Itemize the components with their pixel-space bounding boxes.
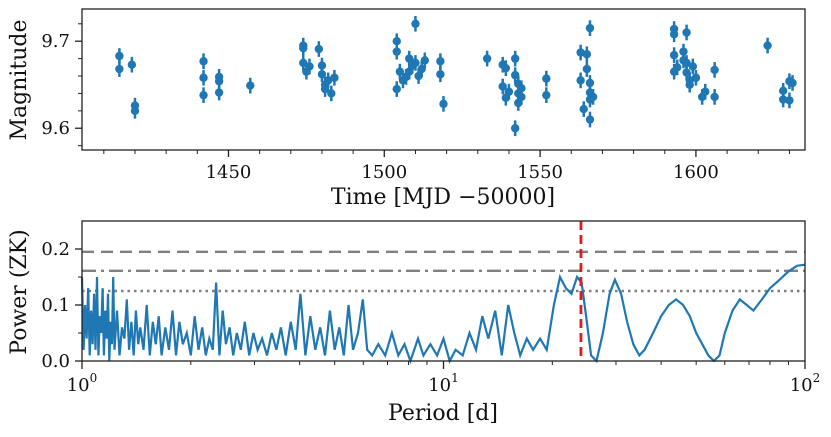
data-point	[588, 92, 598, 102]
data-point	[504, 87, 514, 96]
x-tick-label: 1500	[361, 162, 407, 183]
data-point	[710, 92, 719, 102]
data-point	[411, 58, 420, 68]
data-point	[214, 88, 224, 97]
data-point	[130, 106, 140, 116]
data-point	[115, 51, 124, 61]
x-tick-label: 100	[67, 371, 98, 396]
data-point	[199, 90, 208, 100]
data-point	[392, 37, 401, 46]
data-point	[691, 73, 701, 82]
periodogram-xlabel: Period [d]	[388, 401, 498, 426]
data-point	[669, 50, 679, 60]
data-point	[115, 64, 124, 74]
data-point	[305, 62, 314, 71]
data-point	[314, 44, 324, 54]
data-point	[214, 77, 224, 86]
data-point	[317, 61, 327, 70]
data-point	[411, 19, 420, 28]
data-point	[682, 58, 691, 68]
data-point	[482, 54, 492, 63]
data-point	[582, 64, 592, 74]
periodogram-ylabel: Power (ZK)	[7, 229, 32, 354]
x-tick-label: 1450	[206, 162, 252, 183]
data-point	[788, 78, 797, 88]
data-point	[682, 28, 691, 37]
data-point	[199, 57, 208, 66]
data-point	[679, 47, 688, 56]
data-point	[392, 84, 401, 94]
data-point	[439, 99, 448, 109]
x-tick-exponent: 2	[813, 371, 821, 385]
lightcurve-points	[115, 15, 797, 137]
lightcurve-xlabel: Time [MJD −50000]	[331, 185, 555, 210]
data-point	[436, 70, 445, 79]
lightcurve-ylabel: Magnitude	[7, 19, 32, 140]
y-tick-label: 9.6	[41, 118, 70, 139]
data-point	[585, 78, 595, 88]
lightcurve-frame	[81, 8, 806, 151]
data-point	[510, 54, 520, 63]
x-tick-label: 1550	[517, 162, 563, 183]
data-point	[685, 80, 694, 89]
data-point	[576, 76, 585, 85]
y-tick-label: 0.2	[41, 239, 70, 260]
data-point	[246, 81, 255, 90]
data-point	[436, 57, 445, 66]
data-point	[585, 23, 595, 33]
data-point	[498, 82, 507, 91]
data-point	[420, 56, 430, 65]
data-point	[127, 60, 137, 69]
lightcurve-panel: 1450 1500 1550 1600 9.6 9.7 Time [MJD −50000]…	[7, 8, 806, 210]
data-point	[199, 73, 208, 82]
data-point	[688, 62, 698, 71]
periodogram-line	[80, 263, 806, 365]
data-point	[778, 95, 788, 104]
data-point	[542, 74, 551, 83]
data-point	[673, 63, 682, 72]
data-point	[763, 41, 772, 50]
data-point	[585, 115, 595, 124]
lightcurve-ticks: 1450 1500 1550 1600 9.6 9.7	[41, 23, 790, 183]
data-point	[299, 43, 308, 53]
significance-lines	[82, 250, 805, 293]
y-tick-label: 9.7	[41, 31, 70, 52]
data-point	[330, 73, 339, 82]
x-tick-exponent: 0	[90, 371, 98, 385]
data-point	[517, 84, 526, 93]
data-point	[317, 70, 327, 79]
x-tick-label: 102	[790, 371, 821, 396]
data-point	[778, 86, 788, 96]
data-point	[501, 63, 511, 73]
data-point	[710, 65, 719, 75]
y-tick-label: 0.1	[41, 295, 70, 316]
data-point	[327, 89, 336, 98]
data-point	[582, 50, 592, 59]
data-point	[510, 124, 520, 133]
periodogram-frame	[81, 220, 806, 362]
x-tick-label: 1600	[673, 162, 719, 183]
x-tick-exponent: 1	[451, 371, 459, 385]
x-tick-label: 101	[428, 371, 459, 396]
y-tick-label: 0.0	[41, 351, 70, 372]
data-point	[701, 87, 710, 96]
data-point	[542, 90, 551, 100]
data-point	[517, 92, 526, 102]
data-point	[392, 47, 401, 56]
data-point	[669, 30, 679, 39]
data-point	[579, 104, 588, 114]
data-point	[785, 96, 794, 105]
